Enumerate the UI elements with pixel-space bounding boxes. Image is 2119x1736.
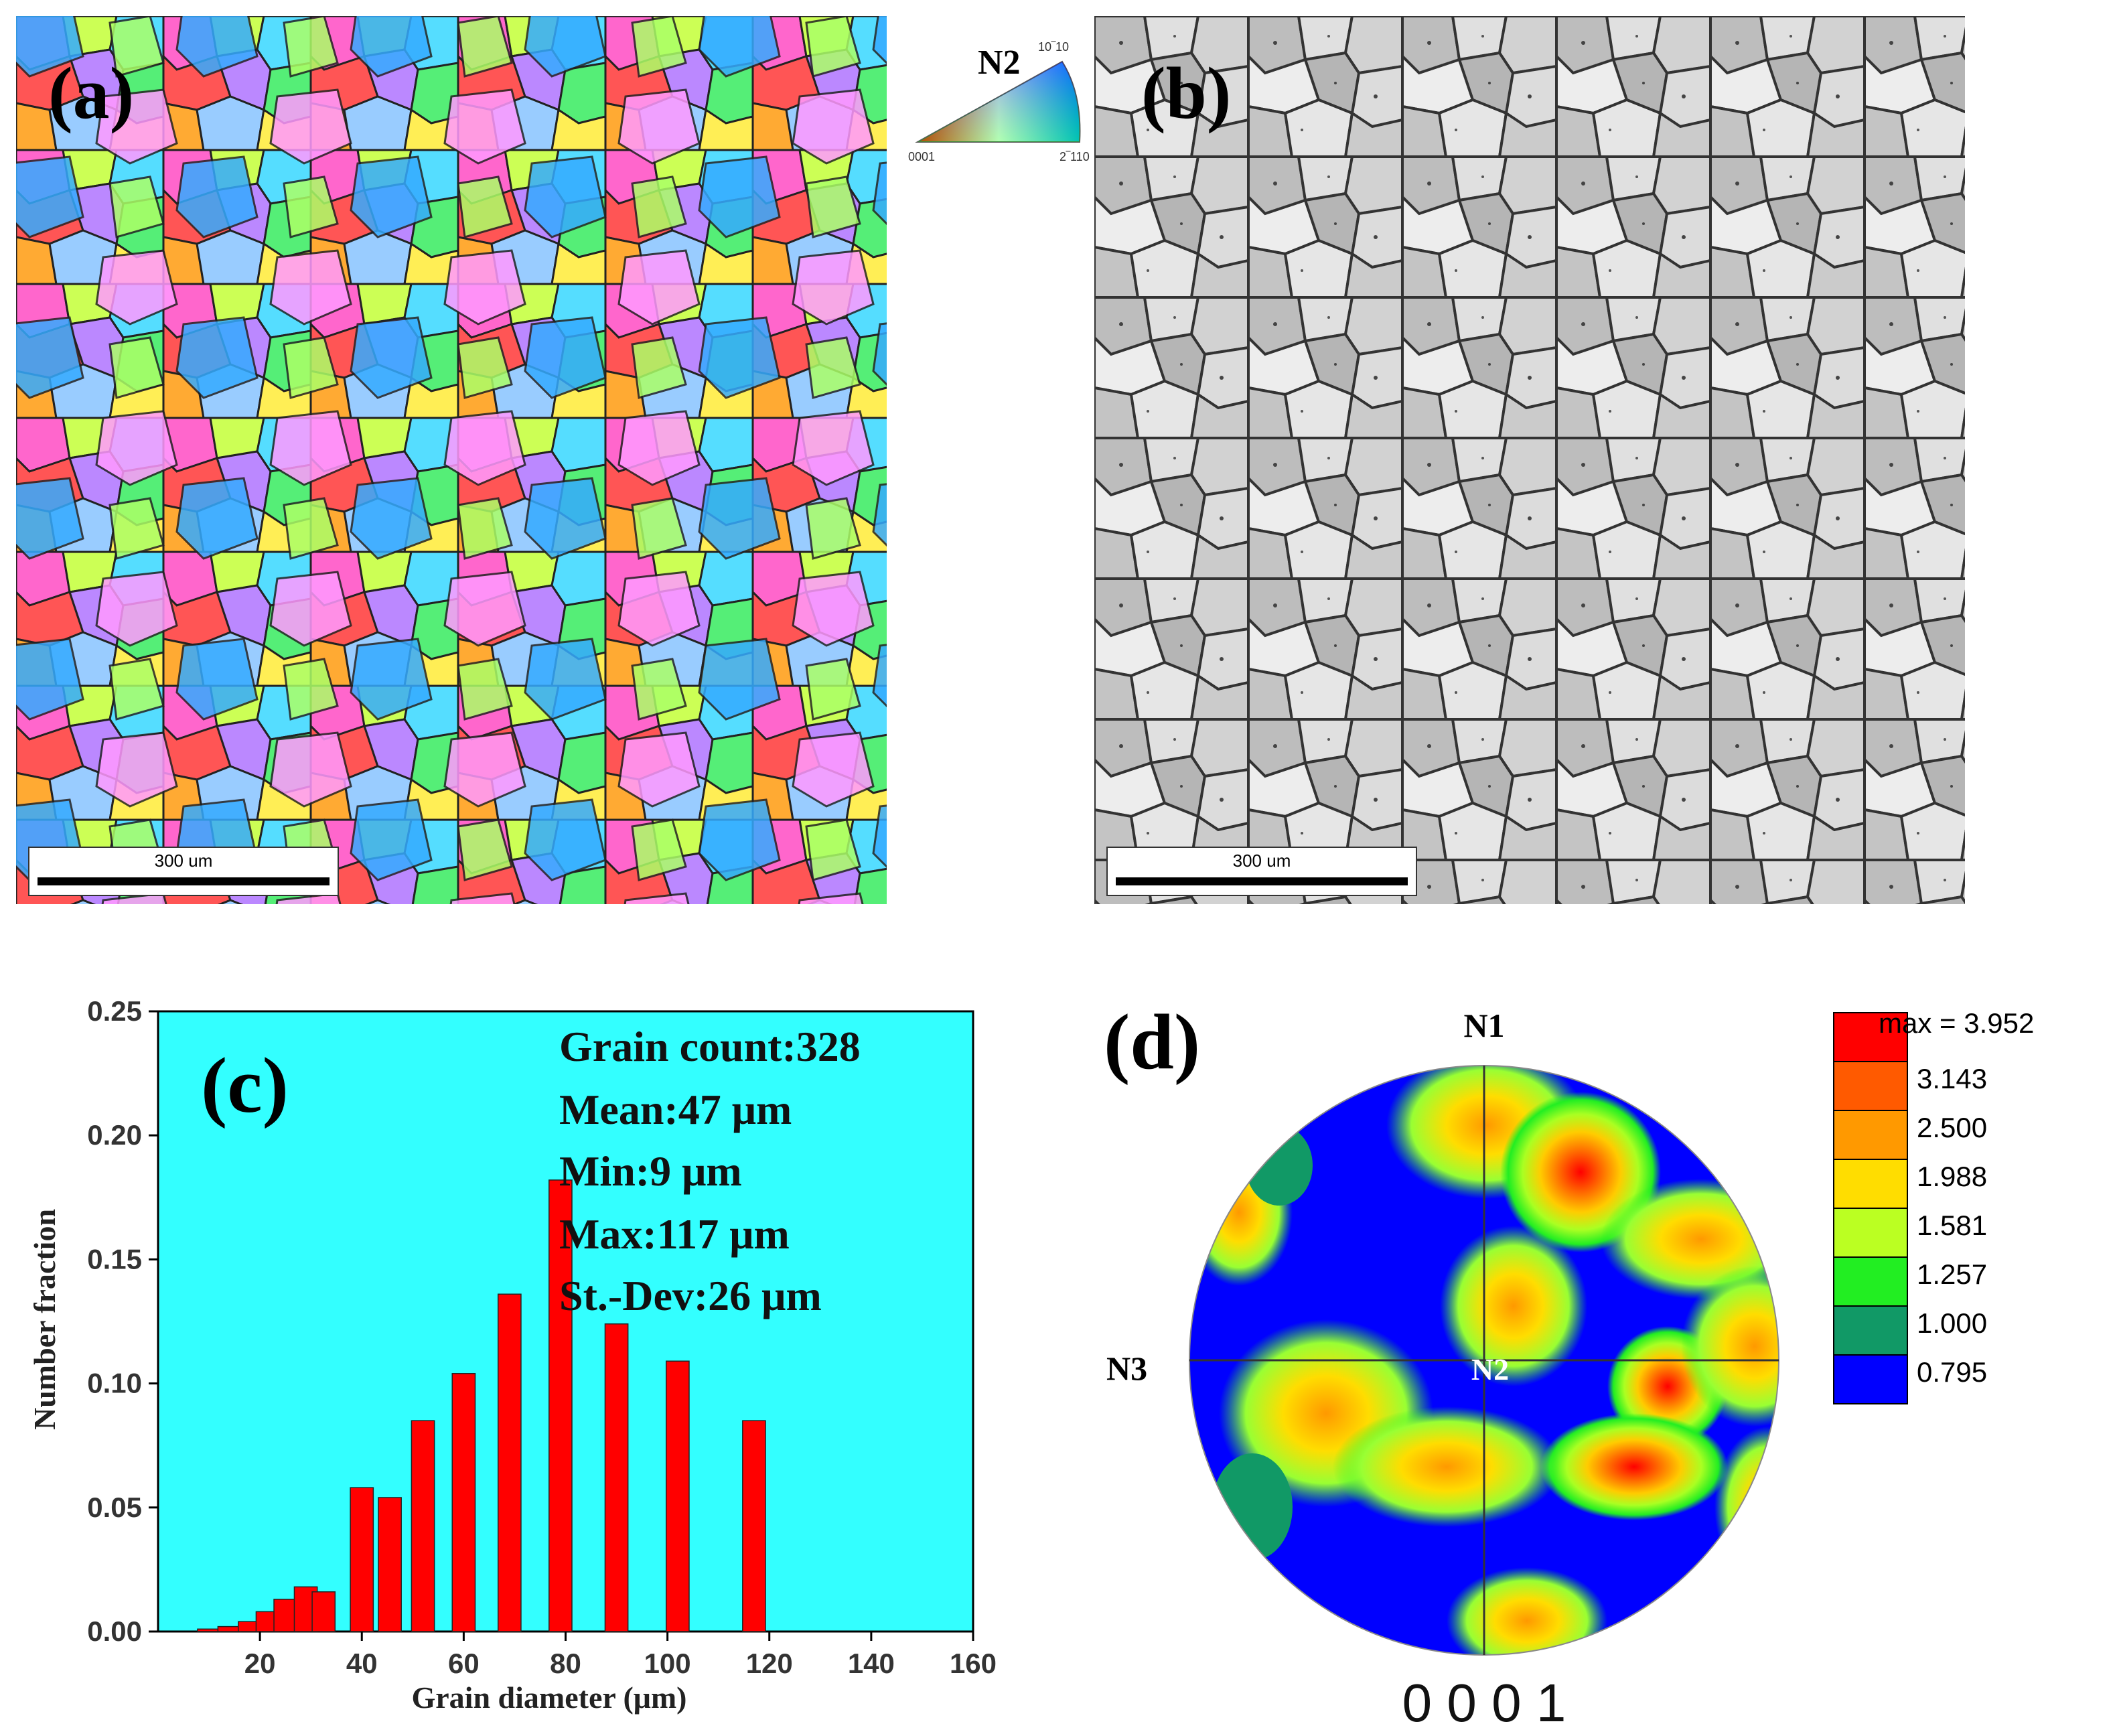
legend-level-label: 1.257 [1917,1258,1987,1290]
scale-bar-a-line [38,877,330,885]
x-tick-label: 40 [346,1648,378,1679]
ipf-grain-map [16,16,887,904]
intensity-legend [1833,1012,1908,1404]
y-tick-label: 0.10 [87,1368,142,1399]
legend-swatch [1833,1110,1908,1160]
histogram-bar [350,1487,374,1632]
legend-swatch [1833,1305,1908,1356]
y-tick-label: 0.20 [87,1119,142,1151]
y-axis-label: Number fraction [27,1209,62,1430]
x-tick-label: 20 [244,1648,276,1679]
histogram-bar [311,1591,336,1632]
histogram-bar [217,1625,242,1632]
histogram-bar [497,1293,522,1632]
x-tick-label: 120 [746,1648,793,1679]
scale-bar-a-text: 300 um [154,851,213,871]
legend-level-label: 1.000 [1917,1307,1987,1339]
panel-c-label: (c) [201,1041,289,1129]
y-tick-label: 0.05 [87,1492,142,1523]
panel-d: (d) N1 N3 N2 0 0 0 1 max = 3.952 3.143 2.… [1098,985,2116,1733]
scale-bar-b-line [1116,877,1408,885]
legend-level-label: 1.988 [1917,1161,1987,1192]
y-tick-label: 0.00 [87,1615,142,1647]
legend-level-label: 3.143 [1917,1063,1987,1094]
x-axis-label: Grain diameter (μm) [411,1680,686,1715]
stat-min: Min:9 μm [559,1147,742,1195]
histogram-bar [604,1323,629,1632]
panel-a-label: (a) [48,52,135,134]
legend-level-label: 0.795 [1917,1356,1987,1388]
stat-mean: Mean:47 μm [559,1086,792,1133]
legend-level-label: 1.581 [1917,1210,1987,1241]
ipf-corner-right: 2‾110 [1060,150,1090,163]
axis-label-n2: N2 [1471,1352,1509,1386]
y-tick-label: 0.25 [87,995,142,1027]
ipf-legend-title: N2 [978,44,1021,82]
histogram-bar [378,1497,402,1632]
panel-a: (a) 300 um [16,16,887,904]
panel-d-label: (d) [1104,998,1200,1086]
x-tick-label: 160 [950,1648,997,1679]
axis-label-n1: N1 [1463,1007,1504,1044]
scale-bar-b-text: 300 um [1232,851,1291,871]
legend-swatch [1833,1256,1908,1307]
stat-stdev: St.-Dev:26 μm [559,1272,822,1319]
ipf-triangle: N2 10‾10 0001 2‾110 [908,40,1090,163]
pole-label: 0 0 0 1 [1402,1673,1566,1728]
stat-max: Max:117 μm [559,1210,790,1258]
panel-b: (b) 300 um [1094,16,1965,904]
grain-size-histogram: 20 40 60 80 100 120 140 160 0.00 0.05 0.10 0.15 0.2… [27,995,997,1715]
legend-swatch [1833,1354,1908,1404]
legend-max: max = 3.952 [1879,1007,2034,1039]
axis-label-n3: N3 [1106,1350,1147,1387]
stat-grain-count: Grain count:328 [559,1023,861,1070]
scale-bar-b: 300 um [1106,847,1417,896]
histogram-bar [742,1420,766,1632]
x-tick-label: 60 [448,1648,480,1679]
histogram-bar [411,1420,435,1632]
legend-swatch [1833,1159,1908,1209]
histogram-bar [549,1179,573,1632]
panel-c: 20 40 60 80 100 120 140 160 0.00 0.05 0.10 0.15 0.2… [13,985,1058,1721]
pole-figure: (d) N1 N3 N2 0 0 0 1 max = 3.952 3.143 2.… [1104,998,2034,1733]
x-tick-label: 140 [848,1648,895,1679]
histogram-bar [273,1599,298,1632]
legend-swatch [1833,1061,1908,1111]
legend-swatch [1833,1208,1908,1258]
histogram-bar [197,1628,221,1632]
panel-b-label: (b) [1141,52,1232,134]
ipf-color-key: N2 10‾10 0001 2‾110 [904,27,1105,174]
x-tick-label: 80 [550,1648,581,1679]
ipf-corner-left: 0001 [908,150,935,163]
y-tick-label: 0.15 [87,1243,142,1275]
scale-bar-a: 300 um [28,847,339,896]
histogram-bar [451,1373,476,1632]
x-tick-label: 100 [644,1648,691,1679]
micrograph [1094,16,1965,904]
histogram-bar [665,1360,690,1632]
legend-level-label: 2.500 [1917,1112,1987,1143]
ipf-corner-top: 10‾10 [1038,40,1069,54]
